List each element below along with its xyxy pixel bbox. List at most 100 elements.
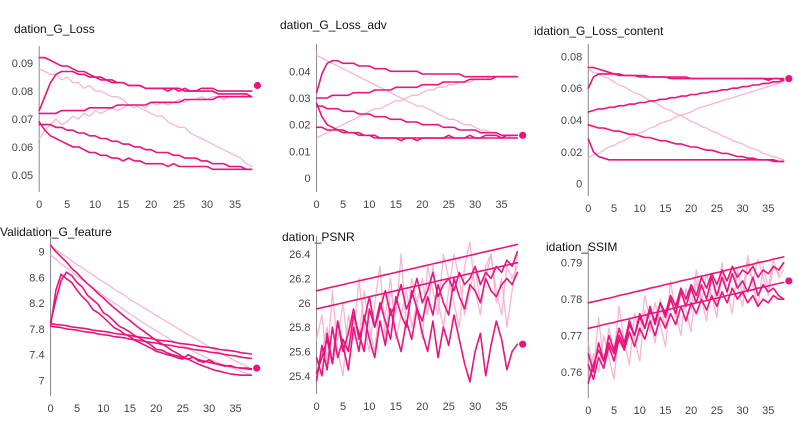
series-line-1 [315, 253, 519, 377]
series-line-6 [315, 105, 519, 137]
series-line-6 [587, 281, 785, 330]
chart-title: dation_G_Loss [14, 22, 95, 36]
y-tick-label: 9 [38, 247, 44, 259]
x-tick-label: 10 [634, 203, 646, 215]
series-line-3 [587, 272, 785, 373]
x-tick-label: 30 [736, 203, 748, 215]
chart-card-g-feature[interactable]: Validation_G_feature 7 7.4 7.8 8.2 8.6 9 0 5 10 1… [0, 218, 266, 446]
x-tick-label: 30 [469, 401, 481, 413]
y-tick-label: 7 [38, 375, 44, 387]
y-tick-label: 0 [576, 179, 582, 191]
x-tick-label: 25 [711, 203, 723, 215]
series-line-2 [315, 250, 519, 375]
y-tick-label: 8.6 [29, 272, 44, 284]
series-line-3 [49, 271, 253, 371]
series-line-3 [38, 56, 253, 92]
chart-card-g-loss-adv[interactable]: dation_G_Loss_adv 0 0.01 0.02 0.03 0.04 0 5 10 1… [266, 0, 532, 218]
x-tick-label: 35 [495, 199, 507, 211]
series-line-2 [587, 73, 785, 89]
chart-card-g-loss-content[interactable]: idation_G_Loss_content 0 0.02 0.04 0.06 0.08… [532, 0, 799, 218]
x-tick-label: 0 [314, 199, 320, 211]
x-tick-label: 15 [117, 199, 129, 211]
series-line-0 [49, 244, 253, 370]
line-chart-g-loss-content: 0 0.02 0.04 0.06 0.08 0 5 10 15 20 25 30 35 [561, 44, 793, 215]
y-tick-label: 26 [298, 298, 310, 310]
x-tick-label: 5 [611, 203, 617, 215]
series-line-1 [587, 258, 785, 384]
series-line-1 [38, 68, 253, 168]
x-tick-label: 5 [64, 199, 70, 211]
x-tick-label: 30 [203, 403, 215, 415]
series-line-1 [49, 254, 253, 376]
x-tick-label: 25 [177, 403, 189, 415]
x-tick-label: 35 [229, 199, 241, 211]
x-tick-label: 10 [97, 403, 109, 415]
x-tick-label: 20 [145, 199, 157, 211]
series-line-0 [587, 68, 785, 161]
x-tick-label: 0 [585, 405, 591, 417]
y-tick-label: 0.07 [12, 114, 33, 126]
y-tick-label: 8.2 [29, 298, 44, 310]
x-tick-label: 30 [469, 199, 481, 211]
series-line-4 [587, 66, 785, 80]
end-point-marker [785, 277, 793, 285]
y-tick-label: 0.06 [561, 83, 582, 95]
x-tick-label: 10 [89, 199, 101, 211]
x-tick-label: 10 [634, 405, 646, 417]
x-tick-label: 35 [762, 203, 774, 215]
series-line-5 [49, 322, 253, 355]
series-line-0 [38, 93, 253, 140]
y-tick-label: 0.02 [289, 120, 310, 132]
y-tick-label: 0.79 [561, 258, 582, 270]
x-tick-label: 10 [363, 401, 375, 413]
x-tick-label: 25 [443, 199, 455, 211]
y-tick-label: 0.78 [561, 294, 582, 306]
y-tick-label: 7.4 [29, 350, 44, 362]
line-chart-psnr: 25.4 25.6 25.8 26 26.2 26.4 0 5 10 15 20 25 30 35 [289, 236, 527, 413]
end-point-marker [519, 131, 527, 139]
x-tick-label: 20 [685, 405, 697, 417]
series-line-4 [49, 273, 253, 370]
x-tick-label: 15 [390, 199, 402, 211]
chart-card-psnr[interactable]: dation_PSNR 25.4 25.6 25.8 26 26.2 26.4 0 5 10 15… [266, 218, 532, 446]
series-line-2 [38, 121, 253, 171]
line-chart-g-loss: 0.05 0.06 0.07 0.08 0.09 0 5 10 15 20 25 30 35 [12, 46, 262, 211]
chart-title: idation_SSIM [546, 240, 618, 254]
chart-title: Validation_G_feature [0, 225, 112, 239]
x-tick-label: 35 [229, 403, 241, 415]
y-tick-label: 0.06 [12, 142, 33, 154]
y-tick-label: 0.01 [289, 146, 310, 158]
chart-title: dation_G_Loss_adv [280, 18, 387, 32]
series-line-2 [587, 261, 785, 384]
line-chart-ssim: 0.76 0.77 0.78 0.79 0 5 10 15 20 25 30 35 [561, 244, 793, 417]
y-tick-label: 0.08 [12, 86, 33, 98]
line-chart-g-loss-adv: 0 0.01 0.02 0.03 0.04 0 5 10 15 20 25 30 35 [289, 44, 527, 211]
series-line-6 [587, 124, 785, 163]
y-tick-label: 0.77 [561, 331, 582, 343]
series-line-1 [315, 76, 519, 139]
series-line-4 [315, 102, 519, 139]
x-tick-label: 5 [74, 403, 80, 415]
chart-card-g-loss[interactable]: dation_G_Loss 0.05 0.06 0.07 0.08 0.09 0 5 10 15… [0, 0, 266, 218]
x-tick-label: 0 [36, 199, 42, 211]
y-tick-label: 0.04 [561, 115, 582, 127]
x-tick-label: 30 [201, 199, 213, 211]
series-line-6 [49, 325, 253, 360]
chart-card-ssim[interactable]: idation_SSIM 0.76 0.77 0.78 0.79 0 5 10 15 20 25 3… [532, 218, 799, 446]
end-point-marker [785, 75, 793, 83]
x-tick-label: 15 [659, 405, 671, 417]
x-tick-label: 0 [314, 401, 320, 413]
series-line-4 [315, 308, 519, 383]
x-tick-label: 5 [340, 199, 346, 211]
x-tick-label: 0 [585, 203, 591, 215]
x-tick-label: 0 [48, 403, 54, 415]
x-tick-label: 20 [685, 203, 697, 215]
x-tick-label: 20 [150, 403, 162, 415]
y-tick-label: 0.02 [561, 147, 582, 159]
y-tick-label: 26.4 [289, 249, 310, 261]
y-tick-label: 0.05 [12, 170, 33, 182]
y-tick-label: 25.4 [289, 371, 310, 383]
x-tick-label: 25 [443, 401, 455, 413]
line-chart-g-feature: 7 7.4 7.8 8.2 8.6 9 0 5 10 15 20 25 30 35 [29, 236, 261, 415]
chart-title: idation_G_Loss_content [534, 24, 664, 38]
